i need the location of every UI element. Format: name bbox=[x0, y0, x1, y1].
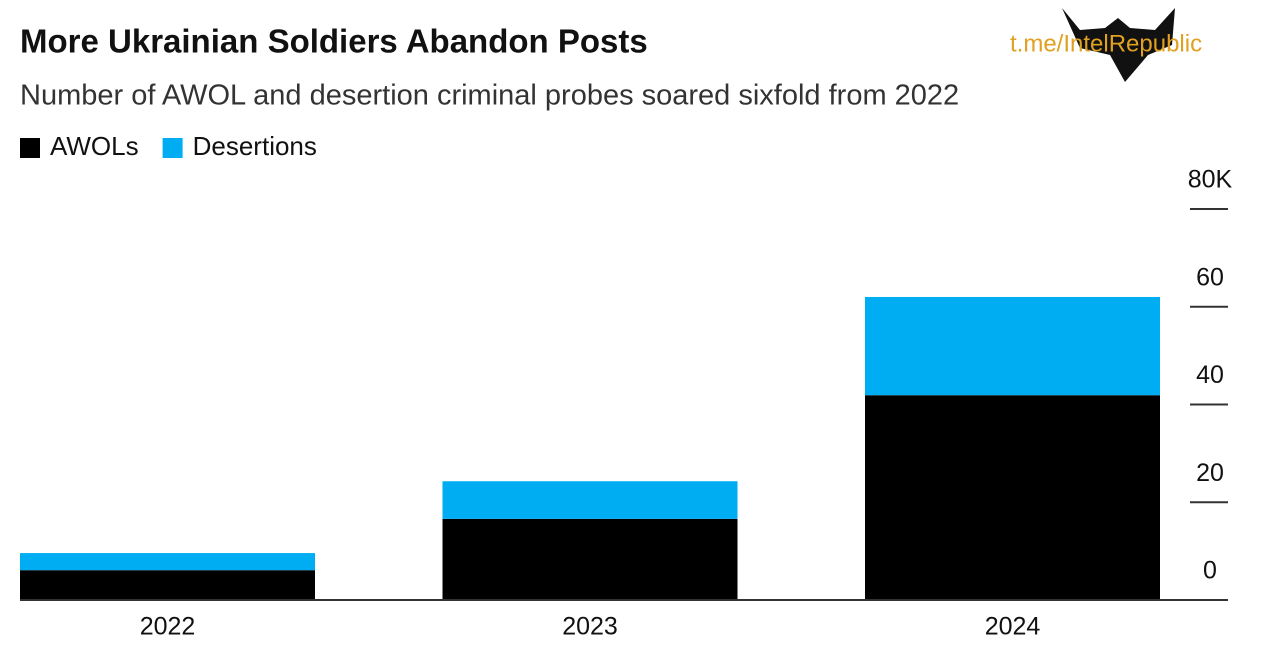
legend-swatch bbox=[162, 138, 183, 158]
bar-segment bbox=[865, 395, 1160, 600]
legend-label: AWOLs bbox=[50, 131, 139, 161]
y-tick-label: 0 bbox=[1203, 557, 1217, 585]
bar-segment bbox=[20, 570, 315, 600]
chart-title: More Ukrainian Soldiers Abandon Posts bbox=[20, 23, 648, 60]
bar-segment bbox=[865, 296, 1160, 396]
x-tick-label: 2022 bbox=[140, 613, 196, 641]
y-tick-label: 60 bbox=[1196, 263, 1224, 291]
y-tick-label: 80K bbox=[1188, 166, 1233, 194]
legend-swatch bbox=[20, 138, 40, 158]
bar-segment bbox=[442, 481, 738, 519]
bar-segment bbox=[442, 518, 738, 600]
x-tick-label: 2024 bbox=[985, 613, 1041, 641]
y-tick-label: 40 bbox=[1196, 361, 1224, 389]
bar-segment bbox=[20, 553, 315, 571]
bat-logo bbox=[1062, 8, 1175, 82]
watermark: t.me/IntelRepublic bbox=[1010, 30, 1202, 57]
legend-label: Desertions bbox=[193, 131, 317, 161]
x-tick-label: 2023 bbox=[562, 613, 618, 641]
y-tick-label: 20 bbox=[1196, 459, 1224, 487]
chart-subtitle: Number of AWOL and desertion criminal pr… bbox=[20, 80, 959, 112]
